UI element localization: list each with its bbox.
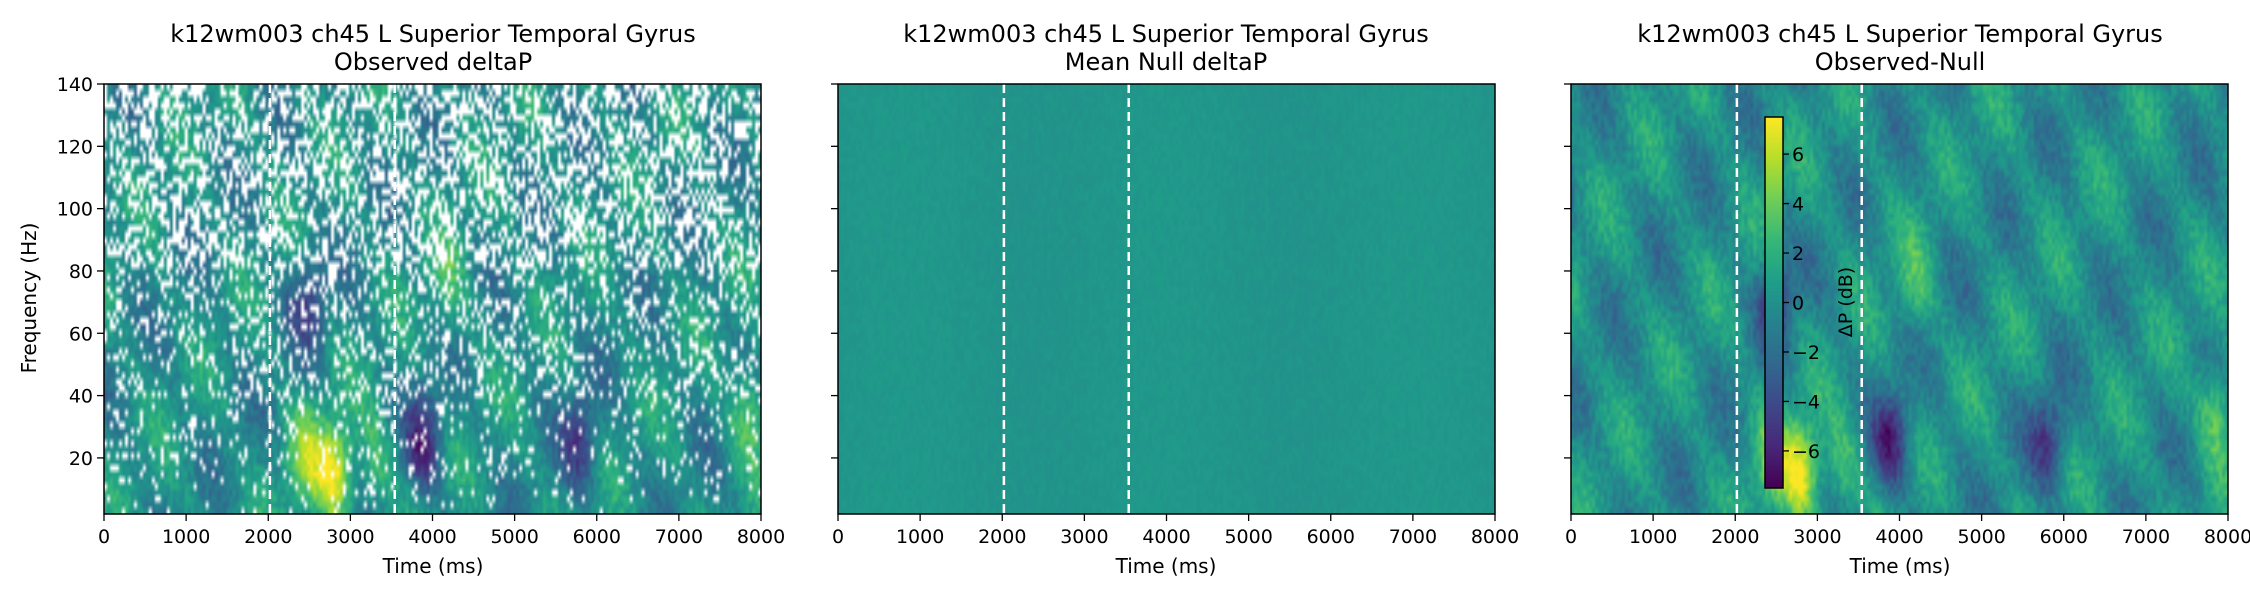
x-tick-label: 4000 [1142, 526, 1190, 548]
x-tick-label: 8000 [2204, 526, 2250, 548]
heatmap-image [1571, 84, 2228, 514]
x-tick-label: 2000 [244, 526, 292, 548]
x-tick-label: 0 [1565, 526, 1577, 548]
colorbar-tick-label: −6 [1792, 441, 1820, 463]
panel-2-title-line1: k12wm003 ch45 L Superior Temporal Gyrus [903, 20, 1429, 48]
x-tick-label: 1000 [896, 526, 944, 548]
x-tick-label: 5000 [1957, 526, 2005, 548]
colorbar: −6 −4 −2 0 2 4 6 ΔP (dB) [1764, 116, 1857, 489]
x-tick-label: 3000 [326, 526, 374, 548]
x-tick-label: 7000 [655, 526, 703, 548]
x-tick-label: 4000 [1875, 526, 1923, 548]
plot-area-3: 0 1000 2000 3000 4000 5000 6000 7000 8000 [1564, 83, 2250, 548]
x-tick-label: 3000 [1060, 526, 1108, 548]
x-tick-label: 6000 [573, 526, 621, 548]
panel-1-ylabel: Frequency (Hz) [17, 223, 41, 374]
y-tick-label: 60 [69, 323, 93, 345]
panel-3-xlabel: Time (ms) [1849, 554, 1951, 578]
y-tick-label: 120 [57, 136, 93, 158]
colorbar-label: ΔP (dB) [1835, 267, 1857, 337]
colorbar-gradient [1765, 117, 1783, 488]
y-tick-label: 140 [57, 74, 93, 96]
panel-1-xlabel: Time (ms) [382, 554, 484, 578]
x-tick-label: 0 [832, 526, 844, 548]
colorbar-tick-label: 4 [1792, 194, 1804, 216]
x-tick-label: 3000 [1793, 526, 1841, 548]
plot-area-2: 0 1000 2000 3000 4000 5000 6000 7000 8000 [831, 83, 1519, 548]
panel-1-title-line2: Observed deltaP [334, 48, 532, 76]
heatmap-image [838, 84, 1495, 514]
panel-observed: k12wm003 ch45 L Superior Temporal Gyrus … [17, 20, 696, 578]
x-tick-label: 5000 [1224, 526, 1272, 548]
x-tick-label: 6000 [2040, 526, 2088, 548]
panel-3-title-line2: Observed-Null [1815, 48, 1986, 76]
heatmap-image [104, 84, 761, 514]
x-tick-label: 0 [98, 526, 110, 548]
panel-1-title-line1: k12wm003 ch45 L Superior Temporal Gyrus [170, 20, 696, 48]
x-tick-label: 1000 [1629, 526, 1677, 548]
x-tick-label: 4000 [408, 526, 456, 548]
x-tick-label: 8000 [737, 526, 785, 548]
y-tick-label: 40 [69, 386, 93, 408]
y-tick-label: 100 [57, 199, 93, 221]
panel-observed-minus-null: k12wm003 ch45 L Superior Temporal Gyrus … [1637, 20, 2163, 578]
y-tick-label: 80 [69, 261, 93, 283]
colorbar-tick-label: 2 [1792, 243, 1804, 265]
plot-area-1: 0 1000 2000 3000 4000 5000 6000 7000 8000 20 40 60 8… [57, 74, 785, 548]
panel-2-xlabel: Time (ms) [1115, 554, 1217, 578]
colorbar-tick-label: −4 [1792, 391, 1820, 413]
colorbar-tick-label: 0 [1792, 293, 1804, 315]
panel-mean-null: k12wm003 ch45 L Superior Temporal Gyrus … [903, 20, 1429, 578]
panel-2-title-line2: Mean Null deltaP [1065, 48, 1267, 76]
x-tick-label: 2000 [978, 526, 1026, 548]
x-tick-label: 5000 [490, 526, 538, 548]
colorbar-tick-label: −2 [1792, 342, 1820, 364]
x-tick-label: 1000 [162, 526, 210, 548]
x-tick-label: 7000 [2122, 526, 2170, 548]
x-tick-label: 7000 [1389, 526, 1437, 548]
y-tick-label: 20 [69, 448, 93, 470]
x-tick-label: 6000 [1307, 526, 1355, 548]
x-tick-label: 8000 [1471, 526, 1519, 548]
colorbar-tick-label: 6 [1792, 144, 1804, 166]
x-tick-label: 2000 [1711, 526, 1759, 548]
panel-3-title-line1: k12wm003 ch45 L Superior Temporal Gyrus [1637, 20, 2163, 48]
